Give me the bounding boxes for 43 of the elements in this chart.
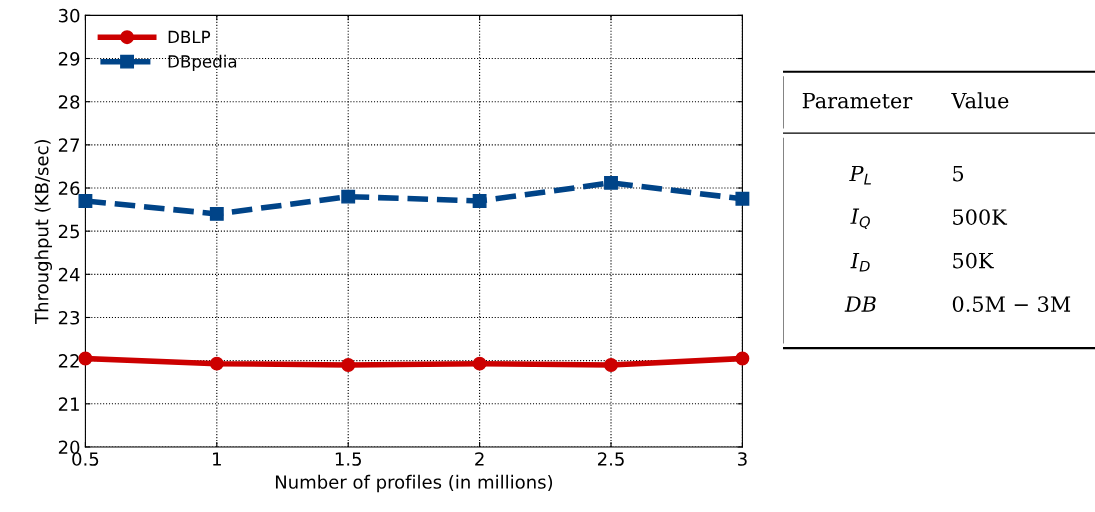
text: I$_{D}$ (850, 252, 870, 272)
x-tick-label: 2.5 (597, 452, 624, 466)
x-tick-label: 2 (475, 452, 484, 466)
y-tick-label: 26 (58, 181, 80, 196)
y-tick-label: 21 (58, 397, 79, 411)
y-tick-label: 27 (58, 138, 80, 152)
point (341, 189, 356, 204)
legend-label: DBLP (168, 30, 211, 44)
y-tick-label: 25 (58, 224, 79, 239)
y-tick-label: 30 (58, 8, 80, 23)
point (341, 358, 356, 372)
text: P$_{L}$ (849, 165, 871, 185)
text: 500K (953, 209, 1008, 225)
text: Parameter (802, 92, 913, 109)
text: I$_{Q}$ (850, 208, 870, 230)
x-axis-title: Number of profiles (in millions) (275, 474, 553, 493)
x-tick-label: 3 (738, 452, 747, 466)
y-tick-label: 20 (58, 440, 80, 455)
y-tick-label: 22 (58, 354, 79, 368)
point (735, 191, 750, 206)
text: 50K (953, 252, 994, 269)
y-tick-label: 29 (58, 51, 80, 66)
x-tick-label: 0.5 (72, 452, 99, 466)
x-tick-label: 1.5 (335, 452, 361, 466)
text: 0.5M − 3M (952, 296, 1071, 312)
text: 5 (953, 165, 964, 182)
point (735, 351, 750, 366)
point (209, 356, 224, 371)
legend-label: DBpedia (168, 54, 237, 71)
point (209, 206, 224, 221)
y-tick-label: 28 (58, 95, 80, 109)
point (78, 351, 93, 366)
point (472, 194, 487, 208)
y-tick-label: 24 (58, 267, 80, 282)
point (78, 194, 93, 208)
text: Value (951, 92, 1009, 109)
point (604, 175, 618, 190)
x-tick-label: 1 (213, 452, 221, 466)
text: DB (844, 296, 876, 312)
point (472, 356, 487, 371)
y-tick-label: 23 (58, 310, 80, 325)
point (604, 358, 618, 372)
y-axis-title: Throughput (KB/sec) (34, 140, 53, 324)
